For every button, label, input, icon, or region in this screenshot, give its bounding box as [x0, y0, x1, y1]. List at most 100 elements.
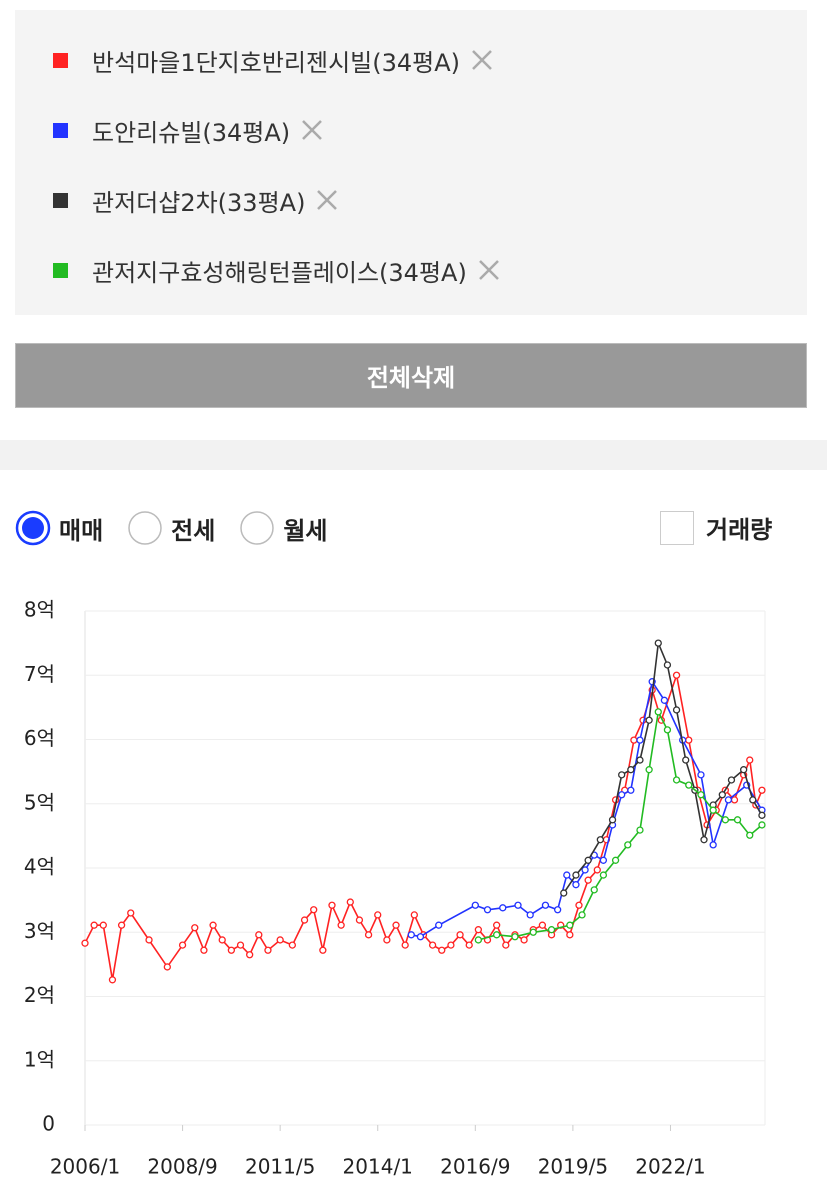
checkbox[interactable]: [660, 510, 694, 545]
data-point: [599, 871, 608, 879]
data-point: [672, 776, 681, 784]
data-point: [236, 941, 245, 949]
data-point: [108, 976, 117, 984]
y-tick-label: 4억: [24, 855, 55, 879]
y-tick-label: 6억: [24, 726, 55, 750]
data-point: [474, 926, 483, 934]
data-point: [746, 831, 754, 839]
data-point: [630, 736, 638, 744]
radio-ring: [128, 511, 162, 545]
volume-toggle[interactable]: 거래량: [660, 510, 772, 545]
chart: 0 1억 2억 3억 4억 5억 6억 7억 8억 2006/1 2008/9 2011/5 2014/…: [24, 598, 766, 1179]
remove-button[interactable]: [315, 188, 339, 212]
data-point: [493, 931, 501, 939]
data-point: [264, 946, 272, 954]
data-point: [572, 871, 580, 879]
radio-option[interactable]: 월세: [239, 510, 328, 546]
data-point: [663, 726, 672, 734]
data-point: [456, 931, 464, 939]
data-point: [90, 921, 98, 929]
series-line: [411, 679, 763, 938]
data-point: [288, 941, 297, 949]
data-point: [636, 826, 644, 834]
filter-item: 관저지구효성해링턴플레이스(34평A): [15, 250, 501, 290]
data-point: [81, 939, 89, 947]
data-point: [758, 821, 766, 829]
data-point: [749, 796, 757, 804]
x-tick-label: 2022/1: [635, 1155, 705, 1179]
data-point: [758, 811, 766, 819]
volume-label: 거래량: [706, 516, 773, 544]
mode-selector: 매매 전세 월세: [15, 508, 352, 548]
data-point: [584, 856, 592, 864]
remove-button[interactable]: [477, 258, 501, 282]
data-point: [672, 671, 681, 679]
color-swatch: [53, 192, 68, 208]
data-point: [563, 871, 571, 879]
data-point: [685, 781, 693, 789]
remove-button[interactable]: [300, 118, 324, 142]
data-point: [718, 791, 726, 799]
data-point: [584, 876, 592, 884]
data-point: [355, 916, 364, 924]
data-point: [645, 766, 653, 774]
radio-dot: [22, 517, 44, 539]
radio-label: 월세: [283, 516, 328, 545]
data-point: [700, 836, 708, 844]
radio-option[interactable]: 매매: [15, 510, 103, 546]
data-point: [364, 931, 373, 939]
x-tick-label: 2011/5: [245, 1155, 315, 1179]
data-point: [310, 906, 318, 914]
data-point: [178, 941, 187, 949]
data-point: [663, 661, 672, 669]
separator: [0, 440, 827, 470]
data-point: [575, 901, 583, 909]
data-point: [709, 806, 717, 814]
data-point: [624, 841, 632, 849]
data-point: [511, 933, 519, 941]
y-tick-label: 3억: [24, 919, 55, 943]
data-point: [541, 901, 550, 909]
data-point: [709, 841, 717, 849]
data-point: [435, 921, 443, 929]
filter-label: 반석마을1단지호반리젠시빌(34평A): [92, 48, 460, 77]
filter-item: 관저더샵2차(33평A): [15, 180, 339, 220]
data-point: [483, 906, 492, 914]
data-point: [191, 924, 199, 932]
data-point: [499, 904, 507, 912]
data-point: [328, 901, 336, 909]
data-point: [654, 639, 662, 647]
data-point: [627, 786, 635, 794]
data-point: [401, 941, 409, 949]
data-point: [566, 921, 574, 929]
y-tick-label: 5억: [24, 790, 55, 814]
data-point: [627, 766, 635, 774]
delete-all-button[interactable]: 전체삭제: [15, 343, 807, 408]
data-point: [300, 916, 309, 924]
data-point: [593, 866, 601, 874]
data-point: [374, 911, 382, 919]
radio-ring: [240, 511, 275, 545]
radio-button[interactable]: [15, 510, 51, 546]
data-point: [697, 791, 705, 799]
data-point: [596, 836, 604, 844]
x-tick-label: 2019/5: [538, 1155, 608, 1179]
data-point: [465, 941, 473, 949]
data-point: [654, 708, 662, 716]
remove-icon: [302, 120, 323, 140]
y-tick-label: 8억: [24, 598, 55, 622]
data-point: [727, 776, 736, 784]
radio-button[interactable]: [127, 510, 163, 546]
data-point: [672, 706, 681, 714]
remove-button[interactable]: [470, 48, 494, 72]
radio-button[interactable]: [239, 510, 275, 546]
data-point: [127, 909, 135, 917]
remove-icon: [478, 260, 499, 280]
filter-item: 도안리슈빌(34평A): [15, 110, 324, 150]
filter-label: 도안리슈빌(34평A): [92, 118, 291, 147]
data-point: [682, 756, 690, 764]
data-point: [618, 791, 626, 799]
radio-option[interactable]: 전세: [127, 510, 215, 546]
data-point: [218, 936, 226, 944]
